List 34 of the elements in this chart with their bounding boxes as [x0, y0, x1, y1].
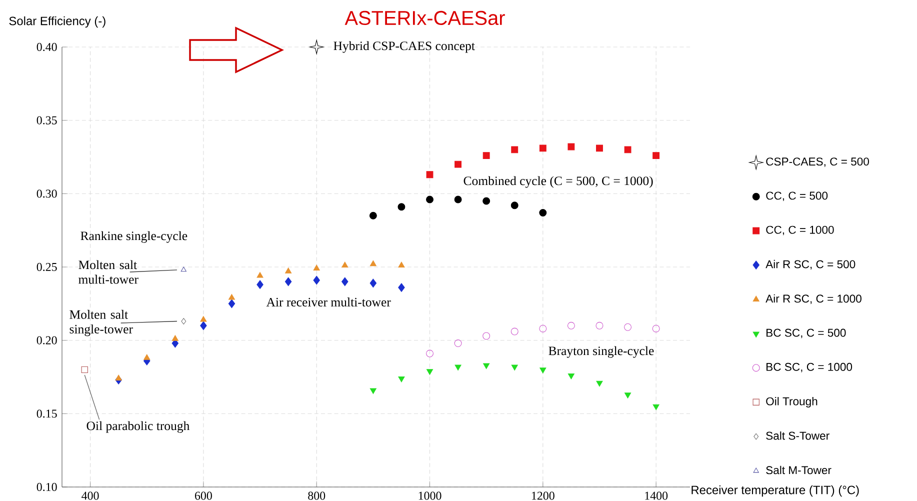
legend-label: Salt M-Tower: [766, 466, 832, 474]
annotation: Molten salt multi-tower: [78, 260, 138, 284]
legend-label: Salt S-Tower: [766, 431, 830, 440]
legend-label: CSP-CAES, C = 500: [766, 158, 869, 167]
legend-label: Air R SC, C = 1000: [766, 294, 862, 304]
y-tick-label: 0.40: [36, 42, 57, 52]
y-tick-label: 0.15: [36, 410, 57, 418]
x-tick-label: 600: [195, 492, 212, 500]
annotation: Air receiver multi-tower: [266, 298, 391, 306]
annotation: Molten salt single-tower: [70, 310, 133, 336]
annotation: Rankine single-cycle: [80, 231, 188, 243]
y-tick-label: 0.30: [36, 190, 57, 198]
legend-label: BC SC, C = 1000: [766, 362, 852, 372]
annotation: Hybrid CSP-CAES concept: [334, 41, 475, 53]
x-tick-label: 800: [308, 492, 326, 500]
x-tick-label: 1000: [418, 492, 442, 500]
legend-label: Oil Trough: [766, 397, 818, 408]
x-tick-label: 400: [82, 492, 99, 500]
y-tick-label: 0.35: [36, 116, 57, 124]
y-axis-title: Solar Efficiency (-): [9, 16, 106, 28]
legend-label: BC SC, C = 500: [766, 328, 846, 338]
chart-title: ASTERIx-CAESar: [344, 10, 505, 26]
y-tick-label: 0.20: [36, 336, 57, 344]
annotation: Oil parabolic trough: [86, 421, 190, 433]
legend-label: CC, C = 500: [766, 192, 828, 202]
annotation: Brayton single-cycle: [548, 346, 654, 358]
legend-label: CC, C = 1000: [766, 226, 834, 236]
x-tick-label: 1400: [645, 492, 668, 500]
x-axis-title: Receiver temperature (TIT) (°C): [692, 485, 859, 497]
annotation: Combined cycle (C = 500, C = 1000): [464, 176, 653, 188]
legend-label: Air R SC, C = 500: [766, 260, 856, 270]
x-tick-label: 1200: [532, 492, 554, 500]
y-tick-label: 0.10: [36, 482, 57, 492]
y-tick-label: 0.25: [36, 262, 57, 272]
